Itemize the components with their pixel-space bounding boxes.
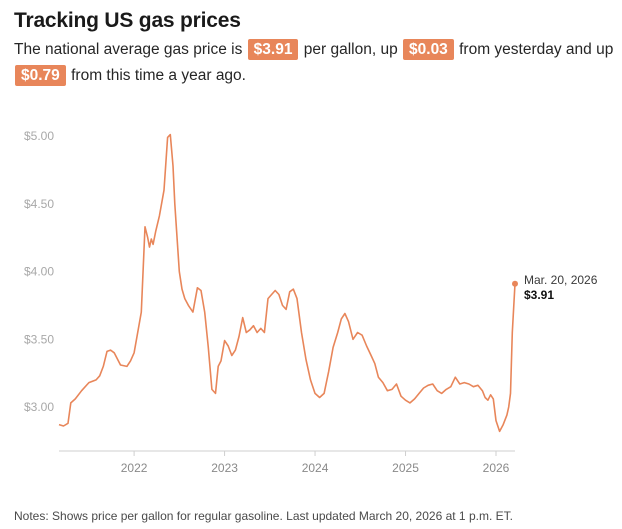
x-tick-label: 2022 (121, 461, 148, 475)
chart-title: Tracking US gas prices (14, 9, 241, 32)
y-tick-label: $4.50 (24, 197, 54, 211)
chart-subtitle: The national average gas price is $3.91 … (14, 37, 614, 89)
current-price-badge: $3.91 (247, 39, 299, 60)
y-tick-label: $5.00 (24, 129, 54, 143)
latest-price-dot (512, 280, 518, 287)
x-tick-label: 2023 (211, 461, 238, 475)
x-tick-label: 2024 (302, 461, 329, 475)
y-tick-label: $3.00 (24, 400, 54, 414)
x-tick-label: 2026 (483, 461, 510, 475)
latest-price-label: $3.91 (524, 288, 554, 302)
subtitle-text-2: per gallon, up (303, 41, 398, 58)
y-tick-label: $3.50 (24, 332, 54, 346)
y-tick-label: $4.00 (24, 265, 54, 279)
gas-price-line-chart: $3.00 $3.50 $4.00 $4.50 $5.00 2022 2023 2024 202… (24, 129, 598, 475)
chart-note: Notes: Shows price per gallon for regula… (14, 509, 513, 523)
price-line (58, 133, 516, 433)
subtitle-text-4: from this time a year ago. (71, 67, 246, 84)
year-change-badge: $0.79 (15, 65, 66, 86)
x-tick-label: 2025 (392, 461, 419, 475)
latest-date-label: Mar. 20, 2026 (524, 273, 598, 287)
subtitle-text-3: from yesterday and up (459, 41, 614, 58)
subtitle-text-1: The national average gas price is (14, 41, 243, 58)
day-change-badge: $0.03 (403, 39, 454, 60)
